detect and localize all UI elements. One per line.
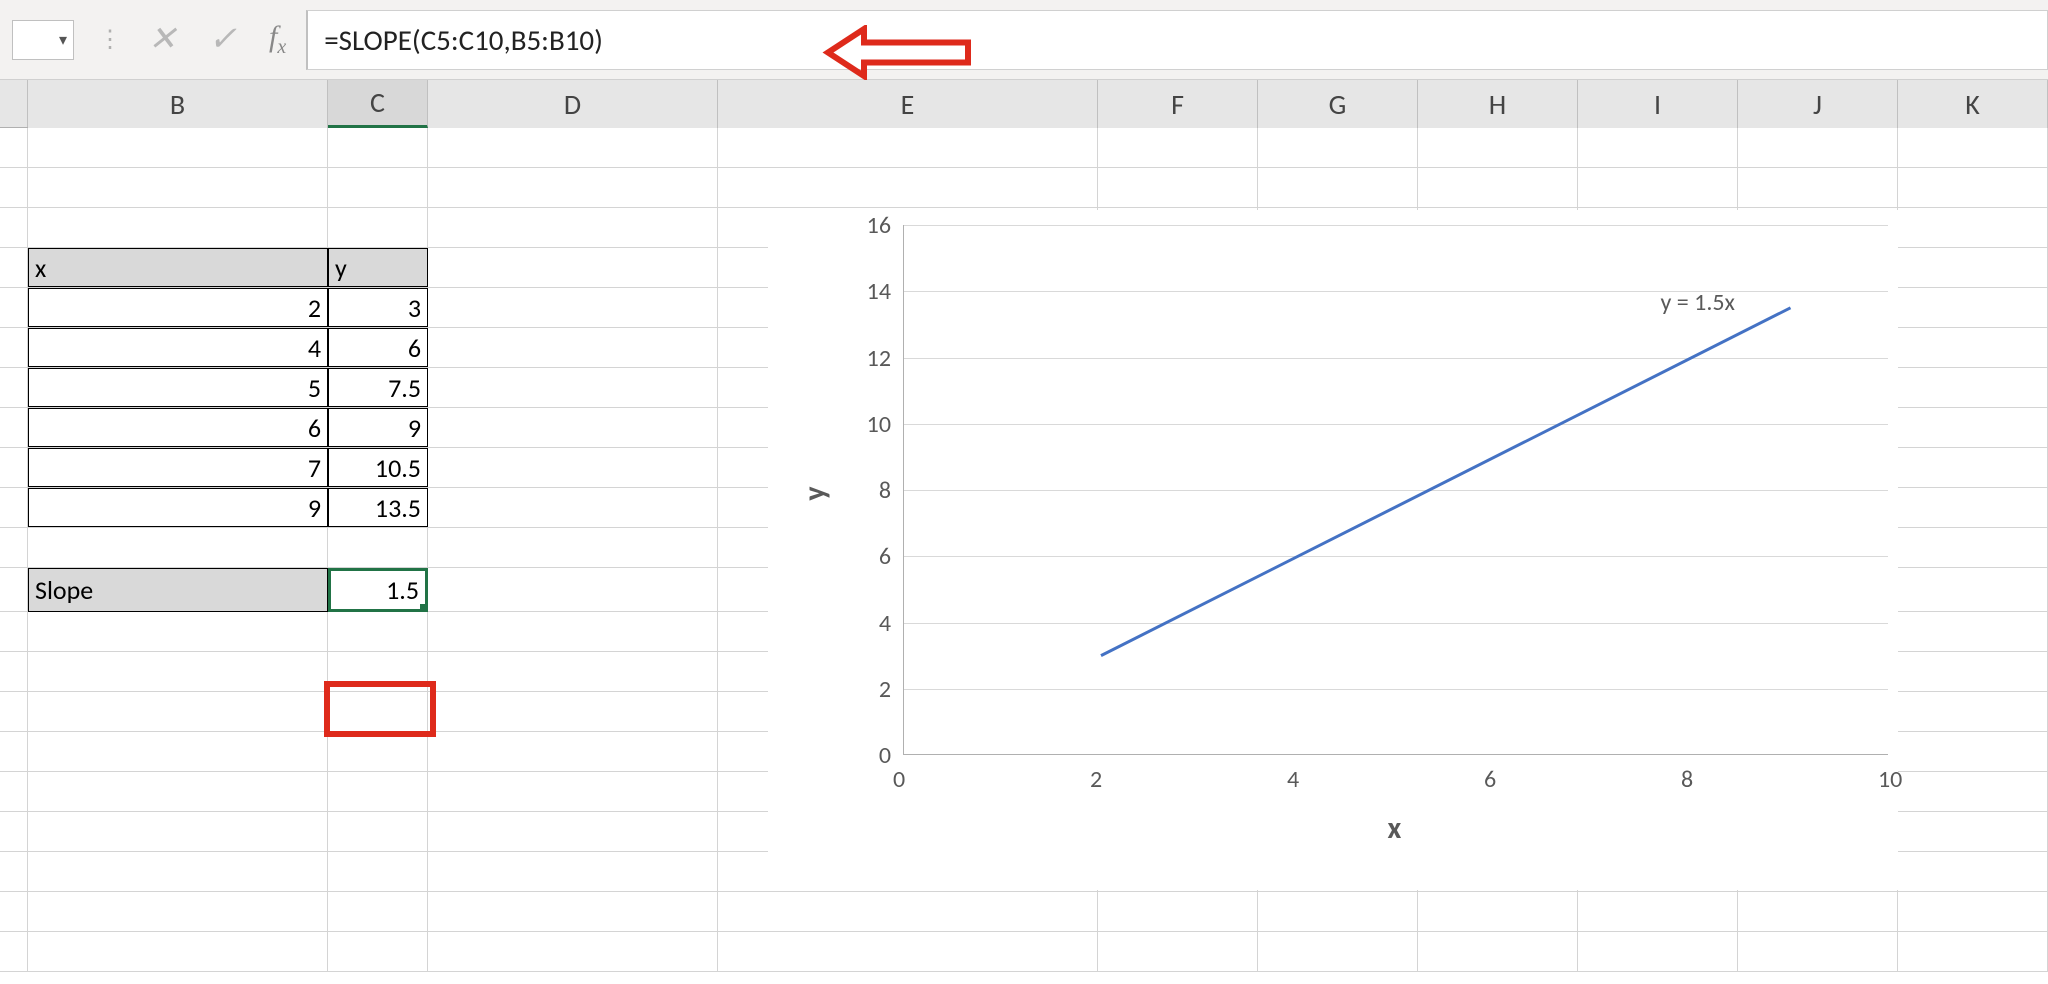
col-header-I[interactable]: I [1578,80,1738,128]
y-tick-label: 10 [867,410,891,439]
col-header-B[interactable]: B [28,80,328,128]
cell-C1[interactable] [328,128,428,167]
col-header-E[interactable]: E [718,80,1098,128]
y-tick-label: 14 [867,277,891,306]
x-tick-label: 6 [1484,765,1496,794]
col-header-K[interactable]: K [1898,80,2048,128]
y-tick-label: 16 [867,211,891,240]
col-header-D[interactable]: D [428,80,718,128]
col-header-C[interactable]: C [328,80,428,128]
x-axis-title: x [1388,810,1402,847]
table-header-y[interactable]: y [328,248,428,287]
cell-C7[interactable]: 7.5 [328,368,428,407]
x-tick-label: 8 [1681,765,1693,794]
cell-C9[interactable]: 10.5 [328,448,428,487]
x-tick-label: 4 [1287,765,1299,794]
fx-icon[interactable]: fx [269,20,286,59]
name-box[interactable]: ▾ [12,20,74,60]
select-all-corner[interactable] [0,80,28,127]
cell-B5[interactable]: 2 [28,288,328,327]
y-tick-label: 0 [879,741,891,770]
x-tick-label: 0 [893,765,905,794]
trendline-equation: y = 1.5x [1661,288,1735,317]
cell-B10[interactable]: 9 [28,488,328,527]
slope-value-cell[interactable]: 1.5 [328,568,428,612]
cell-C5[interactable]: 3 [328,288,428,327]
cell-B8[interactable]: 6 [28,408,328,447]
trendline-svg [904,225,1889,755]
cell-B9[interactable]: 7 [28,448,328,487]
formula-bar-icons: ✕ ✓ fx [148,19,286,60]
x-tick-label: 2 [1090,765,1102,794]
y-tick-label: 8 [879,476,891,505]
chart-plot-area: y = 1.5x [903,225,1888,755]
divider-icon: ⋮ [98,35,124,45]
cell-B7[interactable]: 5 [28,368,328,407]
cell-B6[interactable]: 4 [28,328,328,367]
cell-B1[interactable] [28,128,328,167]
y-tick-label: 6 [879,542,891,571]
column-headers: B C D E F G H I J K [0,80,2048,128]
y-tick-label: 4 [879,609,891,638]
chart[interactable]: y = 1.5x02468101214160246810xy [768,210,1898,890]
name-box-dropdown-icon[interactable]: ▾ [59,30,67,50]
col-header-H[interactable]: H [1418,80,1578,128]
table-header-x[interactable]: x [28,248,328,287]
col-header-J[interactable]: J [1738,80,1898,128]
formula-input[interactable]: =SLOPE(C5:C10,B5:B10) [306,10,2048,70]
slope-label-cell[interactable]: Slope [28,568,328,612]
y-axis-title: y [797,486,834,500]
cancel-icon[interactable]: ✕ [148,19,177,60]
cell-C8[interactable]: 9 [328,408,428,447]
y-tick-label: 12 [867,344,891,373]
formula-bar: ▾ ⋮ ✕ ✓ fx =SLOPE(C5:C10,B5:B10) [0,0,2048,80]
cell-C6[interactable]: 6 [328,328,428,367]
cell-C10[interactable]: 13.5 [328,488,428,527]
y-tick-label: 2 [879,675,891,704]
col-header-G[interactable]: G [1258,80,1418,128]
formula-text: =SLOPE(C5:C10,B5:B10) [324,22,603,58]
col-header-F[interactable]: F [1098,80,1258,128]
x-tick-label: 10 [1878,765,1902,794]
confirm-icon[interactable]: ✓ [209,19,238,60]
